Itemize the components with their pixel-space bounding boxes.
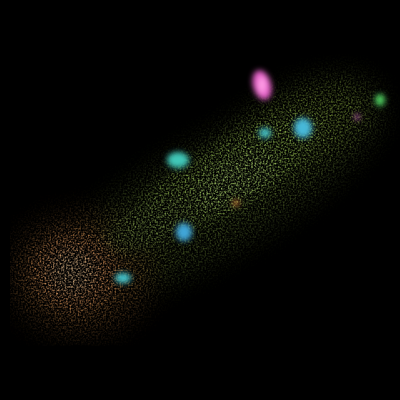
knots bbox=[115, 70, 385, 283]
cyan-knot bbox=[294, 118, 312, 138]
green-bright bbox=[194, 151, 276, 209]
orange-bright bbox=[50, 252, 94, 292]
cyan-knot bbox=[176, 223, 192, 241]
green-knot bbox=[375, 94, 385, 106]
pink-dot bbox=[354, 114, 360, 120]
bright-regions bbox=[30, 113, 327, 312]
cyan-knot bbox=[259, 128, 271, 138]
cyan-knot bbox=[115, 273, 131, 283]
orange-dot bbox=[233, 200, 239, 206]
pink-knot-core bbox=[258, 77, 266, 93]
cyan-knot bbox=[167, 152, 189, 168]
nebula bbox=[10, 78, 382, 335]
bridge bbox=[99, 195, 201, 255]
